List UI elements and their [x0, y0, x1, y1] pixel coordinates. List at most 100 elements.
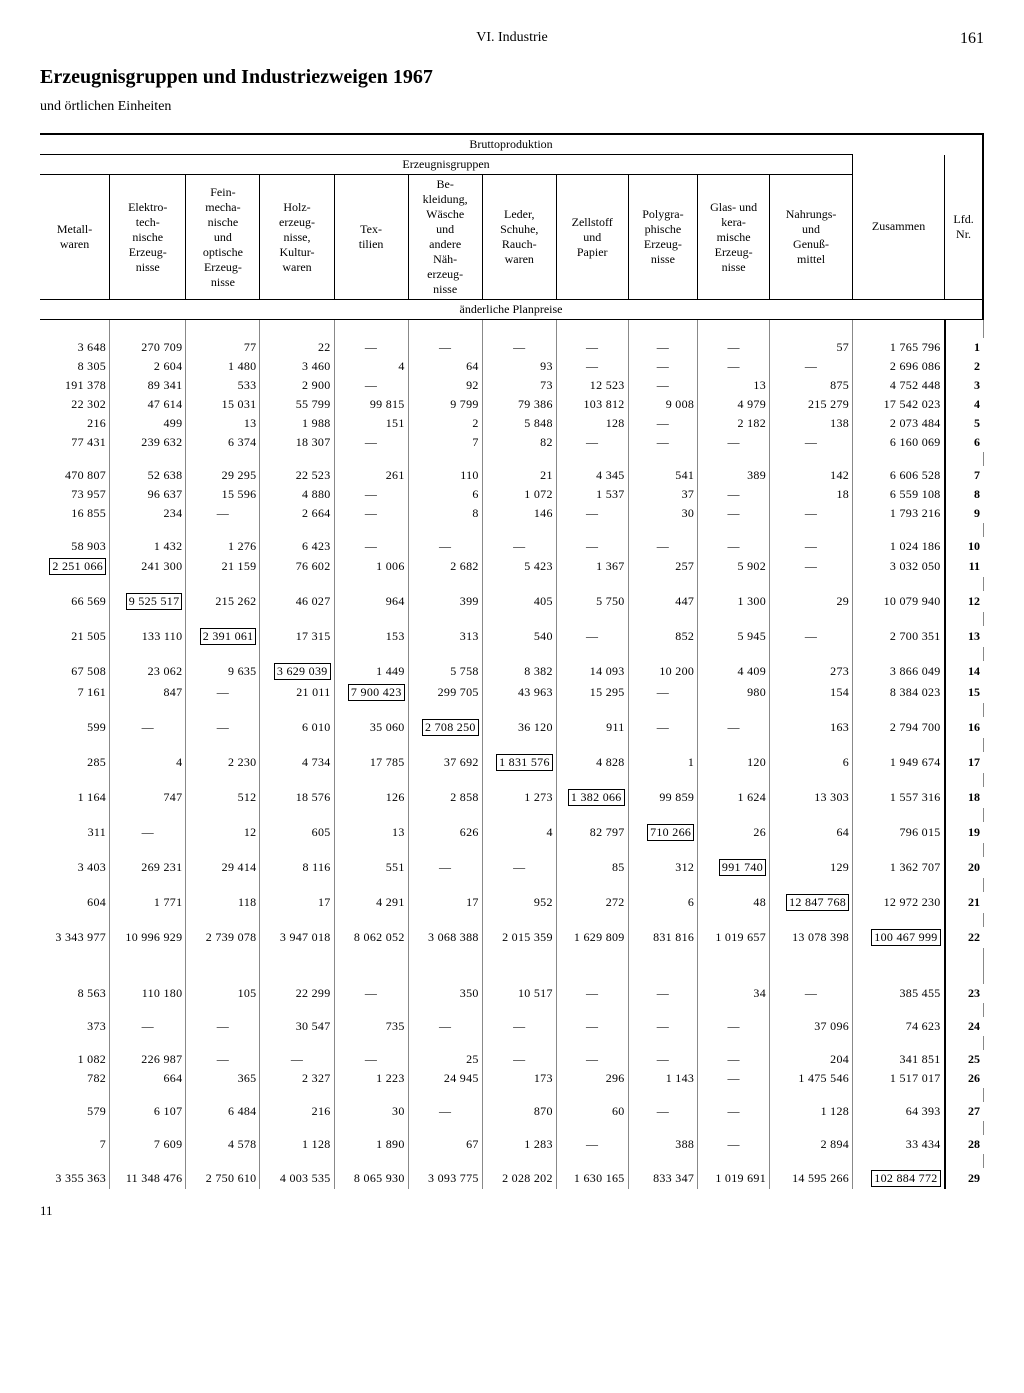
page-header: VI. Industrie 161	[40, 30, 984, 48]
table-row: 22 30247 61415 03155 79999 8159 79979 38…	[40, 395, 983, 414]
col-lfd: Lfd.Nr.	[945, 155, 983, 300]
table-cell: 541	[628, 466, 698, 485]
table-cell: 73	[482, 376, 556, 395]
table-cell: 5 423	[482, 556, 556, 577]
table-cell: 6 606 528	[853, 466, 945, 485]
table-cell: 8 065 930	[334, 1168, 408, 1189]
table-cell: 1 273	[482, 787, 556, 808]
table-cell: 3 068 388	[408, 927, 482, 948]
table-cell: 11 348 476	[110, 1168, 186, 1189]
table-cell: 4 880	[260, 485, 334, 504]
table-cell: 4 345	[556, 466, 628, 485]
table-row: 73 95796 63715 5964 880—61 0721 53737—18…	[40, 485, 983, 504]
table-cell: 9 635	[186, 661, 260, 682]
table-cell: —	[408, 537, 482, 556]
table-row: 470 80752 63829 29522 523261110214 34554…	[40, 466, 983, 485]
col-header: Glas- undkera-mischeErzeug-nisse	[698, 175, 770, 300]
table-cell: 6	[770, 752, 853, 773]
table-cell: 74 623	[853, 1017, 945, 1036]
table-cell: 4 828	[556, 752, 628, 773]
table-cell: 6 559 108	[853, 485, 945, 504]
table-cell: —	[482, 857, 556, 878]
row-number: 28	[945, 1135, 983, 1154]
table-cell: —	[334, 338, 408, 357]
table-cell: 2 073 484	[853, 414, 945, 433]
table-row: 3 648270 7097722——————571 765 7961	[40, 338, 983, 357]
page-number: 161	[944, 30, 984, 48]
table-cell: 9 799	[408, 395, 482, 414]
table-cell: 216	[260, 1102, 334, 1121]
col-zusammen: Zusammen	[853, 155, 945, 300]
table-cell: 350	[408, 984, 482, 1003]
table-cell: 551	[334, 857, 408, 878]
row-number: 11	[945, 556, 983, 577]
table-cell: 7 609	[110, 1135, 186, 1154]
table-row: 8 3052 6041 4803 46046493————2 696 0862	[40, 357, 983, 376]
table-cell: —	[186, 1050, 260, 1069]
table-cell: 6 374	[186, 433, 260, 452]
row-number: 15	[945, 682, 983, 703]
row-number: 8	[945, 485, 983, 504]
table-cell: 76 602	[260, 556, 334, 577]
table-cell: —	[770, 433, 853, 452]
table-cell: —	[110, 822, 186, 843]
table-cell: 1 143	[628, 1069, 698, 1088]
table-cell: 100 467 999	[853, 927, 945, 948]
table-cell: 6 160 069	[853, 433, 945, 452]
table-cell: 2 028 202	[482, 1168, 556, 1189]
table-cell: 66 569	[40, 591, 110, 612]
table-cell: 852	[628, 626, 698, 647]
table-cell: 2 327	[260, 1069, 334, 1088]
table-cell: 365	[186, 1069, 260, 1088]
table-cell: 15 295	[556, 682, 628, 703]
table-cell: 17 785	[334, 752, 408, 773]
col-header: Polygra-phischeErzeug-nisse	[628, 175, 698, 300]
table-cell: 2 894	[770, 1135, 853, 1154]
table-row: 5796 1076 48421630—87060——1 12864 39327	[40, 1102, 983, 1121]
superheader-2: Erzeugnisgruppen	[40, 155, 853, 175]
table-row: 21 505133 1102 391 06117 315153313540—85…	[40, 626, 983, 647]
col-header: Holz-erzeug-nisse,Kultur-waren	[260, 175, 334, 300]
table-cell: 6 010	[260, 717, 334, 738]
table-cell: 36 120	[482, 717, 556, 738]
table-cell: 499	[110, 414, 186, 433]
table-cell: —	[556, 984, 628, 1003]
row-number: 19	[945, 822, 983, 843]
table-cell: 58 903	[40, 537, 110, 556]
table-cell: —	[556, 1017, 628, 1036]
col-header: Leder,Schuhe,Rauch-waren	[482, 175, 556, 300]
table-cell: 847	[110, 682, 186, 703]
table-cell: 1 480	[186, 357, 260, 376]
table-row: 77 431239 6326 37418 307—782————6 160 06…	[40, 433, 983, 452]
table-cell: 3 032 050	[853, 556, 945, 577]
table-cell: 1 630 165	[556, 1168, 628, 1189]
table-cell: 9 525 517	[110, 591, 186, 612]
table-cell: 4 734	[260, 752, 334, 773]
table-cell: 6 484	[186, 1102, 260, 1121]
table-cell: 52 638	[110, 466, 186, 485]
table-cell: 4 752 448	[853, 376, 945, 395]
table-cell: 12 972 230	[853, 892, 945, 913]
table-cell: 540	[482, 626, 556, 647]
table-row: 28542 2304 73417 78537 6921 831 5764 828…	[40, 752, 983, 773]
table-cell: 37 096	[770, 1017, 853, 1036]
table-cell: 21 011	[260, 682, 334, 703]
table-row: 7 161847—21 0117 900 423299 70543 96315 …	[40, 682, 983, 703]
table-cell: 10 200	[628, 661, 698, 682]
table-cell: 89 341	[110, 376, 186, 395]
table-cell: 1 128	[770, 1102, 853, 1121]
table-cell: —	[408, 1017, 482, 1036]
row-number: 10	[945, 537, 983, 556]
row-number: 4	[945, 395, 983, 414]
table-cell: 399	[408, 591, 482, 612]
table-cell: 4 291	[334, 892, 408, 913]
row-number: 26	[945, 1069, 983, 1088]
table-cell: —	[770, 626, 853, 647]
table-cell: 17	[408, 892, 482, 913]
table-cell: 30 547	[260, 1017, 334, 1036]
table-cell: —	[698, 717, 770, 738]
row-number: 14	[945, 661, 983, 682]
row-number: 29	[945, 1168, 983, 1189]
table-cell: 67 508	[40, 661, 110, 682]
row-number: 18	[945, 787, 983, 808]
